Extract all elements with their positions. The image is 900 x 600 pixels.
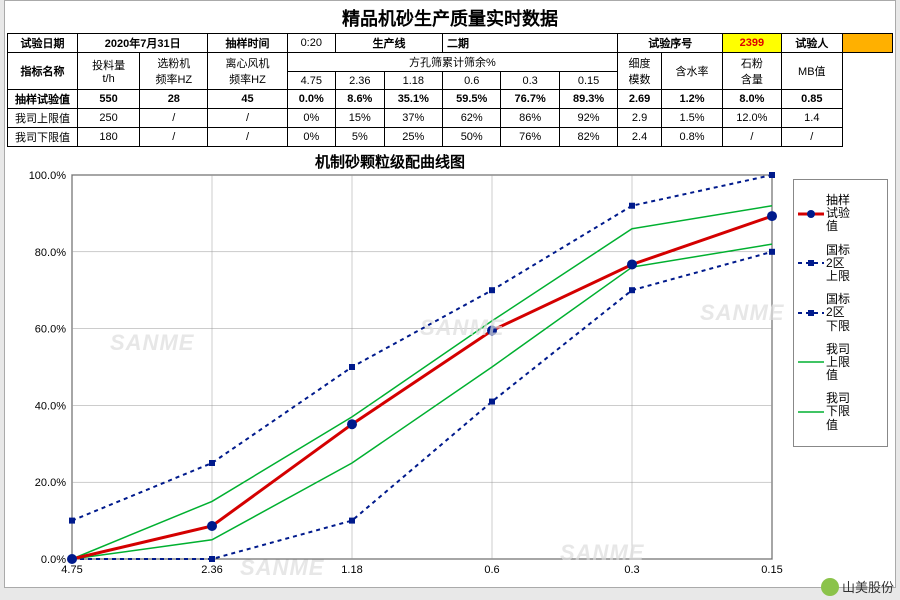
cell: 35.1% [384,90,442,109]
cell: 86% [501,109,559,128]
cell: MB值 [781,53,842,90]
cell: 15% [336,109,385,128]
cell: 抽样试验值 [8,90,78,109]
chart-legend: 抽样试验值国标2区上限国标2区下限我司上限值我司下限值 [793,179,888,447]
cell: 45 [208,90,287,109]
lbl-seq: 试验序号 [618,34,723,53]
val-line: 二期 [443,34,618,53]
cell: 25% [384,128,442,147]
footer-logo-icon [821,578,839,596]
legend-item: 我司上限值 [796,343,885,383]
cell: 28 [140,90,208,109]
svg-text:0.3: 0.3 [624,564,639,576]
gradation-chart: 0.0%20.0%40.0%60.0%80.0%100.0%4.752.361.… [10,149,890,579]
cell: 8.6% [336,90,385,109]
svg-text:1.18: 1.18 [341,564,362,576]
cell: 89.3% [559,90,617,109]
svg-text:60.0%: 60.0% [35,324,66,336]
cell: 含水率 [661,53,722,90]
cell: 82% [559,128,617,147]
cell: 0.15 [559,72,617,90]
cell: 76.7% [501,90,559,109]
lbl-tester: 试验人 [781,34,842,53]
lbl-stime: 抽样时间 [208,34,287,53]
svg-text:4.75: 4.75 [61,564,82,576]
header-table: 试验日期 2020年7月31日 抽样时间 0:20 生产线 二期 试验序号 23… [7,33,893,147]
cell: 投料量t/h [78,53,140,90]
cell: 12.0% [723,109,781,128]
cell: / [208,109,287,128]
cell: 0.85 [781,90,842,109]
legend-item: 国标2区上限 [796,244,885,284]
cell: 4.75 [287,72,336,90]
cell: 1.5% [661,109,722,128]
cell: 92% [559,109,617,128]
lbl-line: 生产线 [336,34,443,53]
cell: 我司上限值 [8,109,78,128]
cell: 2.4 [618,128,662,147]
cell: / [208,128,287,147]
cell: 8.0% [723,90,781,109]
cell: 指标名称 [8,53,78,90]
cell: 37% [384,109,442,128]
cell: 50% [443,128,501,147]
cell: 1.2% [661,90,722,109]
cell: 选粉机频率HZ [140,53,208,90]
cell: / [140,128,208,147]
cell: 76% [501,128,559,147]
footer: 山美股份 [821,577,894,596]
footer-text: 山美股份 [842,577,894,596]
legend-item: 国标2区下限 [796,293,885,333]
cell: 0% [287,128,336,147]
svg-text:20.0%: 20.0% [35,477,66,489]
cell: / [140,109,208,128]
svg-text:0.6: 0.6 [484,564,499,576]
cell: 石粉含量 [723,53,781,90]
cell: / [781,128,842,147]
cell: 250 [78,109,140,128]
val-tester [843,34,893,53]
cell: 62% [443,109,501,128]
cell: 离心风机频率HZ [208,53,287,90]
cell: 0% [287,109,336,128]
svg-text:0.15: 0.15 [761,564,782,576]
cell: 2.36 [336,72,385,90]
legend-item: 抽样试验值 [796,194,885,234]
cell: 5% [336,128,385,147]
cell: 180 [78,128,140,147]
cell: 2.9 [618,109,662,128]
cell: 我司下限值 [8,128,78,147]
svg-text:40.0%: 40.0% [35,400,66,412]
svg-text:80.0%: 80.0% [35,247,66,259]
cell: 0.6 [443,72,501,90]
page-title: 精品机砂生产质量实时数据 [7,5,893,31]
cell: 0.0% [287,90,336,109]
val-date: 2020年7月31日 [78,34,208,53]
cell: 2.69 [618,90,662,109]
cell: 1.4 [781,109,842,128]
val-stime: 0:20 [287,34,336,53]
cell: 0.8% [661,128,722,147]
cell: 方孔筛累计筛余% [287,53,618,72]
lbl-date: 试验日期 [8,34,78,53]
chart-title: 机制砂颗粒级配曲线图 [10,151,770,172]
cell: 59.5% [443,90,501,109]
cell: 550 [78,90,140,109]
cell: 细度模数 [618,53,662,90]
svg-text:2.36: 2.36 [201,564,222,576]
cell: 1.18 [384,72,442,90]
cell: / [723,128,781,147]
legend-item: 我司下限值 [796,392,885,432]
cell: 0.3 [501,72,559,90]
val-seq: 2399 [723,34,781,53]
